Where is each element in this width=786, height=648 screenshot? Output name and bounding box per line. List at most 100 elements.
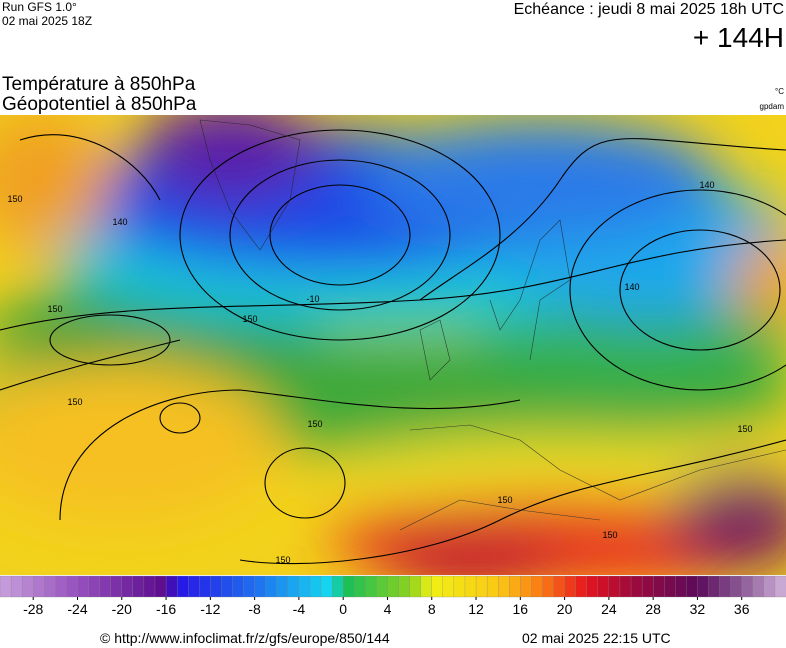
colorbar-swatch [77, 575, 90, 598]
contour-labels: 150 140 150 150 150 150 150 150 140 140 -10 150 150 [7, 180, 752, 565]
colorbar-swatch [475, 575, 488, 598]
colorbar-swatch [741, 575, 754, 598]
colorbar-swatch [398, 575, 411, 598]
colorbar-swatch [597, 575, 610, 598]
colorbar-swatch [653, 575, 665, 598]
colorbar-swatch [66, 575, 78, 598]
contour-label: 150 [737, 424, 752, 434]
tick-label: -16 [156, 601, 176, 617]
colorbar-swatch [774, 575, 786, 598]
colorbar-swatch [110, 575, 123, 598]
tick-label: 32 [690, 601, 706, 617]
colorbar-swatch [575, 575, 588, 598]
colorbar-swatch [143, 575, 156, 598]
contour-label: 150 [7, 194, 22, 204]
colorbar-swatch [154, 575, 167, 598]
colorbar-swatch [675, 575, 687, 598]
colorbar-swatch [509, 575, 521, 598]
colorbar-swatch [221, 575, 233, 598]
colorbar-swatch [686, 575, 698, 598]
colorbar-swatch [564, 575, 577, 598]
colorbar-swatch [188, 575, 200, 598]
colorbar-swatch [298, 575, 311, 598]
tick-label: 28 [645, 601, 661, 617]
colorbar-swatch [719, 575, 732, 598]
colorbar-swatch [99, 575, 112, 598]
colorbar-swatch [697, 575, 709, 598]
run-date: 02 mai 2025 18Z [2, 14, 92, 28]
colorbar-swatch [409, 575, 422, 598]
colorbar-swatch [542, 575, 554, 598]
colorbar-swatch [520, 575, 532, 598]
colorbar-swatch [44, 575, 56, 598]
colorbar-swatch [132, 575, 145, 598]
tick-label: -20 [112, 601, 132, 617]
colorbar-swatch [664, 575, 676, 598]
colorbar-swatch [265, 575, 278, 598]
colorbar-swatch [331, 575, 344, 598]
title: Géopotentiel à 850hPa [2, 94, 197, 115]
contour-label: 150 [67, 397, 82, 407]
generated-time: 02 mai 2025 22:15 UTC [522, 630, 671, 646]
colorbar-swatch [33, 575, 45, 598]
colorbar-swatch [442, 575, 455, 598]
colorbar-swatch [176, 575, 189, 598]
colorbar-swatch [21, 575, 34, 598]
colorbar-swatch [708, 575, 721, 598]
contour-label: 140 [699, 180, 714, 190]
colorbar-swatch [287, 575, 300, 598]
colorbar-swatch [354, 575, 366, 598]
colorbar-swatch [431, 575, 444, 598]
tick-label: -12 [200, 601, 220, 617]
valid-time: Echéance : jeudi 8 mai 2025 18h UTC [514, 1, 784, 18]
colorbar-swatch [199, 575, 211, 598]
tick-label: -24 [67, 601, 87, 617]
colorbar-swatch [553, 575, 566, 598]
colorbar-swatch [387, 575, 399, 598]
colorbar-swatch [763, 575, 776, 598]
title: Température à 850hPa [2, 74, 196, 95]
colorbar-swatch [121, 575, 134, 598]
tick-label: 4 [384, 601, 392, 617]
colorbar-swatch [320, 575, 333, 598]
contour-label: 150 [47, 304, 62, 314]
colorbar-swatch [309, 575, 322, 598]
tick-label: -4 [293, 601, 306, 617]
run-label: Run GFS 1.0° [2, 0, 77, 14]
tick-label: -28 [23, 601, 43, 617]
colorbar-swatch [210, 575, 222, 598]
colorbar-swatch [420, 575, 433, 598]
tick-label: 12 [468, 601, 484, 617]
source: © http://www.infoclimat.fr/z/gfs/europe/… [100, 630, 390, 646]
colorbar-swatch [343, 575, 355, 598]
colorbar-swatch [10, 575, 23, 598]
map [0, 115, 786, 575]
colorbar-swatch [254, 575, 267, 598]
colorbar-swatch [619, 575, 632, 598]
contour-label: 150 [242, 314, 257, 324]
contour-label: 140 [624, 282, 639, 292]
unit: gpdam [760, 102, 785, 111]
tick-label: 0 [339, 601, 347, 617]
colorbar-swatch [486, 575, 499, 598]
tick-label: 36 [734, 601, 750, 617]
contour-label: 150 [307, 419, 322, 429]
colorbar-swatch [730, 575, 743, 598]
contour-label: 150 [275, 555, 290, 565]
colorbar-swatch [232, 575, 244, 598]
colorbar-swatch [453, 575, 466, 598]
colorbar-swatch [752, 575, 765, 598]
colorbar-swatch [365, 575, 377, 598]
contour-label: 150 [602, 530, 617, 540]
contour-label: 150 [497, 495, 512, 505]
tick-label: 8 [428, 601, 436, 617]
colorbar-swatch [531, 575, 543, 598]
colorbar-swatch [608, 575, 621, 598]
tick-label: -8 [248, 601, 261, 617]
tick-label: 16 [513, 601, 529, 617]
contour-label: -10 [306, 294, 319, 304]
lead-time: + 144H [693, 22, 784, 53]
colorbar-swatch [641, 575, 654, 598]
colorbar-swatch [464, 575, 477, 598]
